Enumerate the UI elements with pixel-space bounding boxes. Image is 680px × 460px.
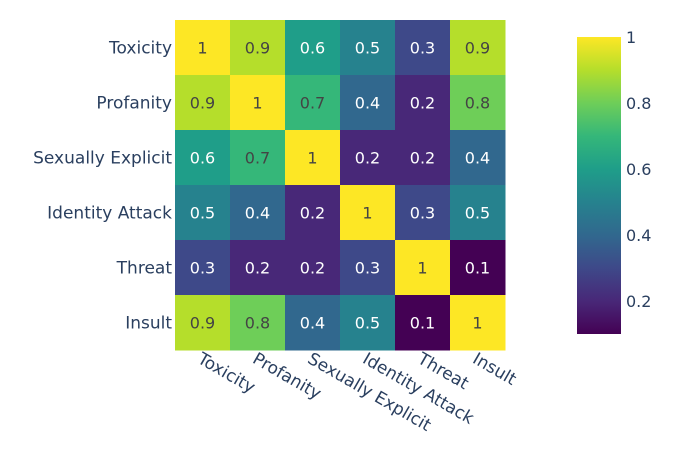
heatmap-cell-0-1 xyxy=(230,20,286,76)
y-tick-label-2: Sexually Explicit xyxy=(33,149,172,169)
x-tick-label-5: Insult xyxy=(469,349,520,390)
heatmap-cell-label-0-2: 0.6 xyxy=(300,39,325,58)
y-tick-label-4: Threat xyxy=(116,259,173,279)
heatmap-cell-0-4 xyxy=(395,20,451,76)
heatmap-cell-label-1-2: 0.7 xyxy=(300,94,325,113)
heatmap-cell-label-2-4: 0.2 xyxy=(410,149,435,168)
heatmap-cell-label-0-3: 0.5 xyxy=(355,39,380,58)
heatmap-cell-4-2 xyxy=(285,240,341,296)
heatmap-cell-3-2 xyxy=(285,185,341,241)
heatmap-cell-3-3 xyxy=(340,185,396,241)
heatmap-cell-label-1-0: 0.9 xyxy=(190,94,215,113)
colorbar xyxy=(577,37,621,334)
heatmap-cell-0-5 xyxy=(450,20,506,76)
heatmap-cell-label-1-4: 0.2 xyxy=(410,94,435,113)
heatmap-cell-4-4 xyxy=(395,240,451,296)
heatmap-cell-4-3 xyxy=(340,240,396,296)
heatmap-cell-labels: 1 0.9 0.6 0.5 0.3 0.9 0.9 1 0.7 0.4 0.2 0.8 0.6 0.7 1 0… xyxy=(190,39,490,333)
heatmap-cell-label-3-0: 0.5 xyxy=(190,204,215,223)
heatmap-cell-2-1 xyxy=(230,130,286,186)
heatmap-cell-1-1 xyxy=(230,75,286,131)
heatmap-cell-label-5-2: 0.4 xyxy=(300,314,325,333)
heatmap-cell-3-0 xyxy=(175,185,231,241)
heatmap-cell-5-3 xyxy=(340,295,396,351)
heatmap-cells xyxy=(175,20,506,351)
heatmap-cell-label-0-5: 0.9 xyxy=(465,39,490,58)
colorbar-tick-label-3: 0.4 xyxy=(626,226,651,245)
heatmap-cell-label-4-4: 1 xyxy=(417,259,427,278)
heatmap-cell-4-1 xyxy=(230,240,286,296)
heatmap-cell-1-3 xyxy=(340,75,396,131)
heatmap-cell-label-5-3: 0.5 xyxy=(355,314,380,333)
heatmap-cell-label-4-3: 0.3 xyxy=(355,259,380,278)
heatmap-cell-1-2 xyxy=(285,75,341,131)
heatmap-cell-5-5 xyxy=(450,295,506,351)
heatmap-cell-label-3-3: 1 xyxy=(362,204,372,223)
heatmap-cell-5-4 xyxy=(395,295,451,351)
colorbar-tick-label-0: 1 xyxy=(626,28,636,47)
heatmap-cell-2-5 xyxy=(450,130,506,186)
heatmap-cell-1-4 xyxy=(395,75,451,131)
heatmap-cell-label-5-1: 0.8 xyxy=(245,314,270,333)
heatmap-cell-1-0 xyxy=(175,75,231,131)
heatmap-cell-4-5 xyxy=(450,240,506,296)
heatmap-cell-label-0-1: 0.9 xyxy=(245,39,270,58)
heatmap-cell-label-3-1: 0.4 xyxy=(245,204,270,223)
heatmap-cell-label-2-1: 0.7 xyxy=(245,149,270,168)
heatmap-cell-3-5 xyxy=(450,185,506,241)
heatmap-cell-label-2-0: 0.6 xyxy=(190,149,215,168)
heatmap-cell-3-1 xyxy=(230,185,286,241)
y-tick-label-0: Toxicity xyxy=(108,39,172,59)
y-axis-ticks: Toxicity Profanity Sexually Explicit Identi… xyxy=(33,39,172,334)
heatmap-cell-label-2-3: 0.2 xyxy=(355,149,380,168)
heatmap-cell-2-3 xyxy=(340,130,396,186)
heatmap-cell-label-1-1: 1 xyxy=(252,94,262,113)
heatmap-cell-label-0-4: 0.3 xyxy=(410,39,435,58)
heatmap-cell-label-3-2: 0.2 xyxy=(300,204,325,223)
heatmap-cell-1-5 xyxy=(450,75,506,131)
heatmap-cell-label-0-0: 1 xyxy=(197,39,207,58)
heatmap-cell-label-1-5: 0.8 xyxy=(465,94,490,113)
heatmap-cell-5-1 xyxy=(230,295,286,351)
y-tick-label-1: Profanity xyxy=(96,94,172,114)
x-tick-label-0: Toxicity xyxy=(193,349,258,398)
heatmap-cell-0-3 xyxy=(340,20,396,76)
heatmap-cell-2-4 xyxy=(395,130,451,186)
heatmap-cell-label-5-0: 0.9 xyxy=(190,314,215,333)
heatmap-cell-3-4 xyxy=(395,185,451,241)
heatmap-cell-label-4-5: 0.1 xyxy=(465,259,490,278)
heatmap-cell-label-5-4: 0.1 xyxy=(410,314,435,333)
heatmap-cell-label-4-2: 0.2 xyxy=(300,259,325,278)
y-tick-label-5: Insult xyxy=(125,314,172,334)
heatmap-cell-label-4-1: 0.2 xyxy=(245,259,270,278)
colorbar-tick-label-1: 0.8 xyxy=(626,94,651,113)
heatmap-cell-label-5-5: 1 xyxy=(472,314,482,333)
heatmap-cell-label-4-0: 0.3 xyxy=(190,259,215,278)
heatmap-cell-5-2 xyxy=(285,295,341,351)
heatmap-cell-2-2 xyxy=(285,130,341,186)
heatmap-cell-2-0 xyxy=(175,130,231,186)
y-tick-label-3: Identity Attack xyxy=(47,204,172,224)
heatmap-cell-label-2-5: 0.4 xyxy=(465,149,490,168)
heatmap-cell-0-2 xyxy=(285,20,341,76)
colorbar-ticks: 1 0.8 0.6 0.4 0.2 xyxy=(626,28,651,311)
heatmap-cell-5-0 xyxy=(175,295,231,351)
heatmap-cell-label-3-4: 0.3 xyxy=(410,204,435,223)
heatmap-cell-label-3-5: 0.5 xyxy=(465,204,490,223)
colorbar-tick-label-4: 0.2 xyxy=(626,292,651,311)
heatmap-cell-4-0 xyxy=(175,240,231,296)
heatmap-cell-label-2-2: 1 xyxy=(307,149,317,168)
heatmap-cell-label-1-3: 0.4 xyxy=(355,94,380,113)
colorbar-tick-label-2: 0.6 xyxy=(626,160,651,179)
heatmap-cell-0-0 xyxy=(175,20,231,76)
